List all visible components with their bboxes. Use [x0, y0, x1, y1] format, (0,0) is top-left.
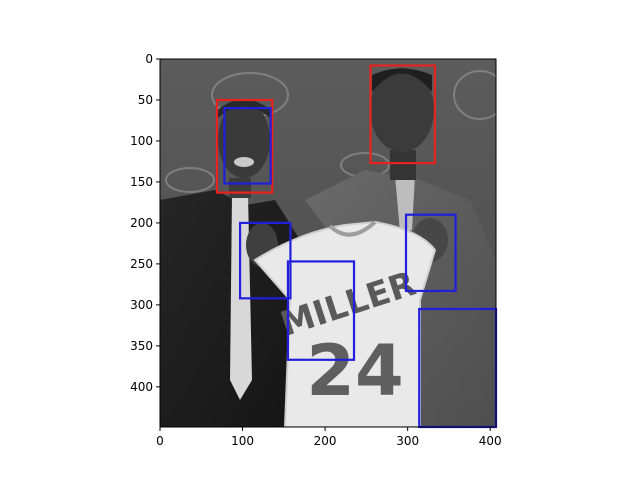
y-tick-label: 250 — [130, 257, 153, 271]
bbox-face-left-blue — [223, 107, 272, 185]
bbox-face-right-red — [369, 64, 437, 165]
y-tick-label: 50 — [138, 93, 153, 107]
y-tick-label: 350 — [130, 339, 153, 353]
y-tick-label: 200 — [130, 216, 153, 230]
x-tick-label: 200 — [314, 434, 337, 448]
y-tick-label: 300 — [130, 298, 153, 312]
x-axis: 0 100 200 300 400 — [156, 427, 502, 448]
bbox-face-left-red — [215, 98, 274, 194]
right-person-head — [370, 68, 434, 180]
bounding-boxes — [215, 64, 498, 429]
x-tick-label: 300 — [396, 434, 419, 448]
y-tick-label: 0 — [145, 52, 153, 66]
y-tick-label: 100 — [130, 134, 153, 148]
bbox-jersey-blue — [286, 260, 356, 361]
y-tick-label: 150 — [130, 175, 153, 189]
y-axis: 0 50 100 150 200 250 300 350 400 — [130, 52, 160, 394]
axes-frame — [159, 58, 497, 428]
jersey: MILLER 24 — [253, 220, 437, 427]
x-tick-label: 100 — [231, 434, 254, 448]
photo: MILLER 24 — [160, 59, 496, 427]
x-tick-label: 400 — [479, 434, 502, 448]
x-tick-label: 0 — [156, 434, 164, 448]
y-tick-label: 400 — [130, 380, 153, 394]
bbox-hand-right-blue — [404, 213, 457, 293]
